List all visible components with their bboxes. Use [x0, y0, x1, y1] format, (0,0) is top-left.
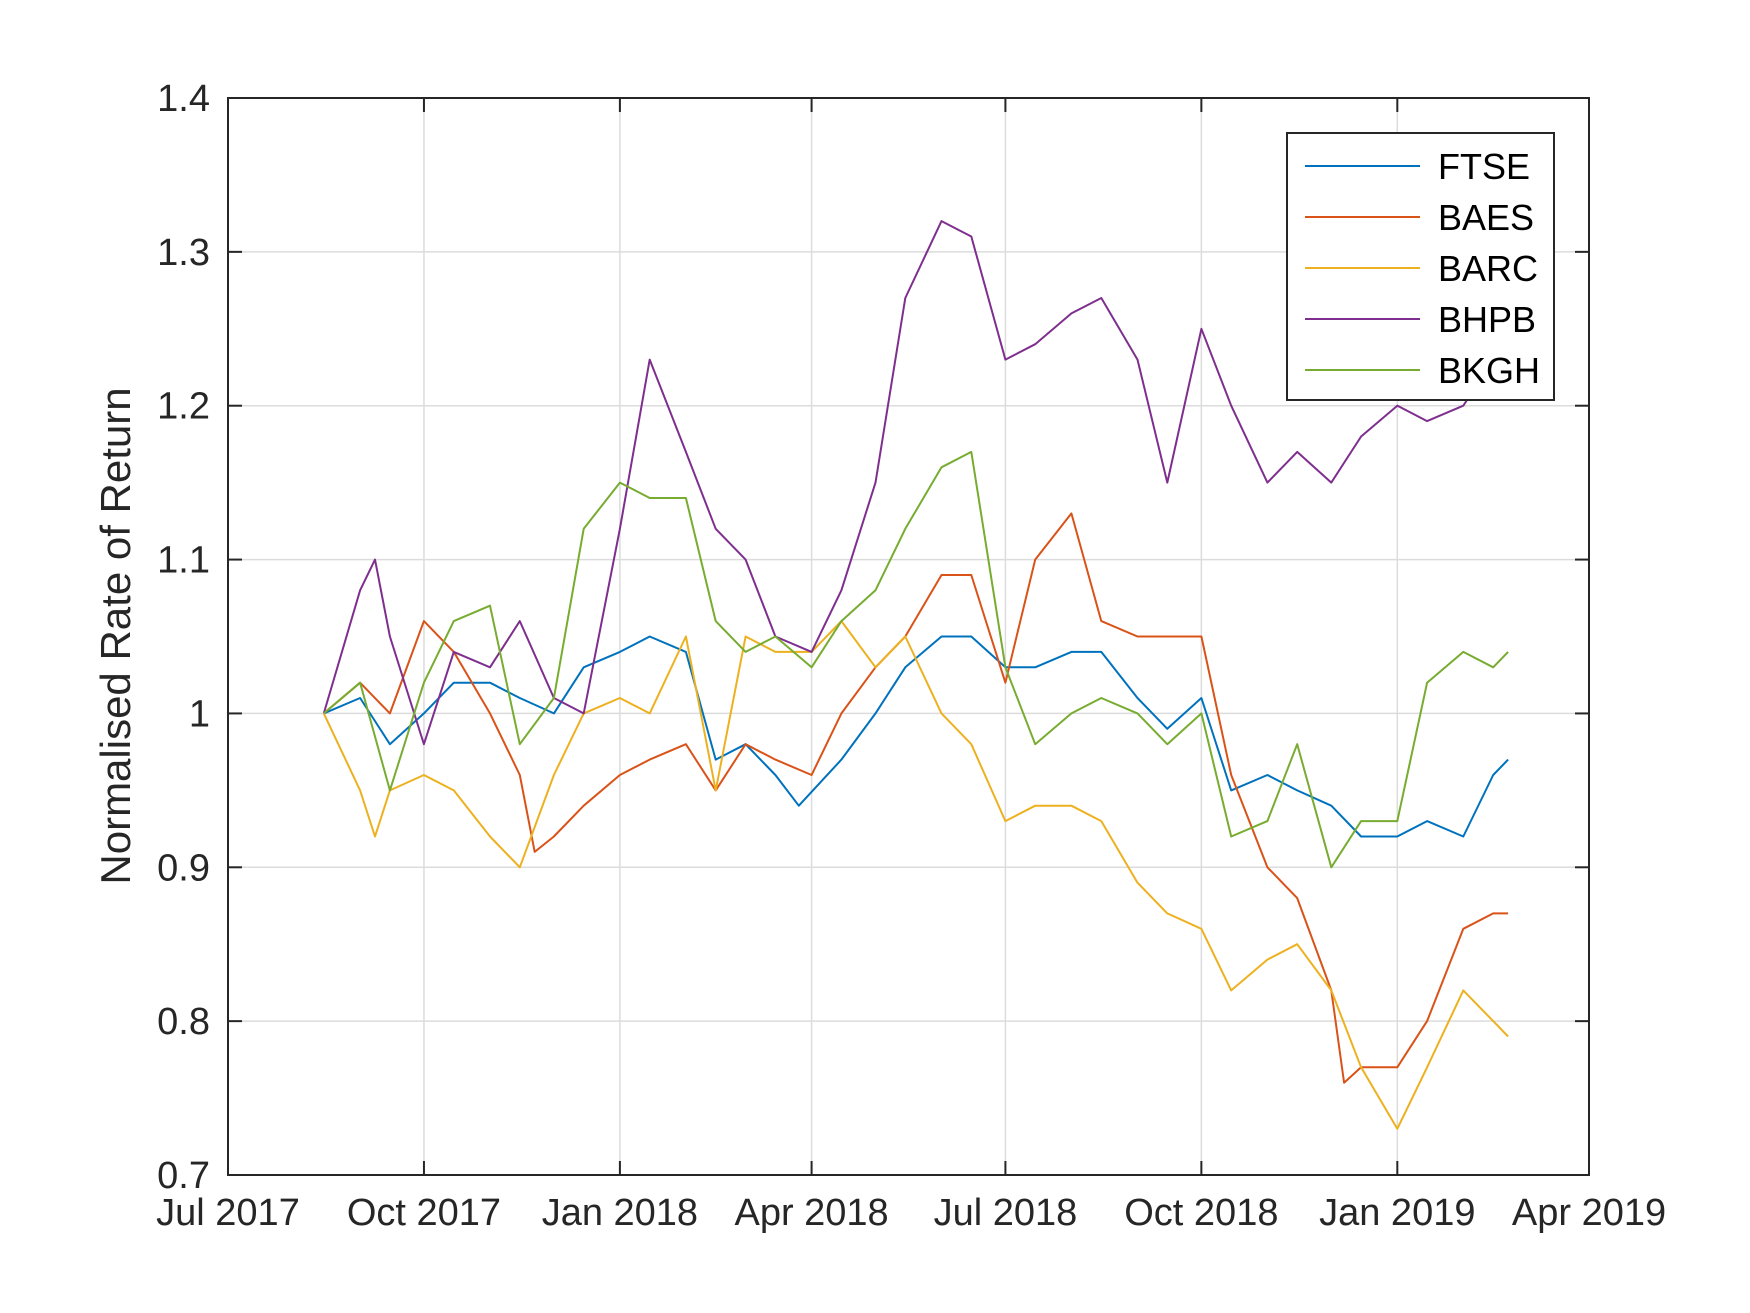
y-tick-label: 1.3 — [157, 232, 210, 274]
data-series — [322, 220, 1509, 1130]
legend: FTSE BAES BARC BHPB BKGH — [1286, 132, 1555, 401]
y-tick-label: 1.4 — [157, 78, 210, 120]
y-tick-label: 0.8 — [157, 1001, 210, 1043]
x-tick-label: Apr 2018 — [734, 1192, 888, 1234]
legend-label-bkgh: BKGH — [1438, 350, 1540, 391]
series-line-bkgh — [323, 450, 1509, 869]
y-tick-label: 1 — [189, 693, 210, 735]
x-tick-label: Jan 2019 — [1319, 1192, 1475, 1234]
plot-border — [227, 97, 1590, 1176]
y-tick-label: 1.2 — [157, 386, 210, 428]
series-line-ftse — [323, 635, 1509, 838]
y-tick-label: 1.1 — [157, 540, 210, 582]
x-tick-label: Apr 2019 — [1512, 1192, 1666, 1234]
y-tick-label: 0.7 — [157, 1155, 210, 1197]
legend-label-bhpb: BHPB — [1438, 299, 1536, 340]
series-line-barc — [322, 620, 1509, 1130]
legend-label-ftse: FTSE — [1438, 146, 1530, 187]
x-tick-label: Jul 2017 — [156, 1192, 300, 1234]
legend-label-baes: BAES — [1438, 197, 1534, 238]
x-tick-label: Jan 2018 — [542, 1192, 698, 1234]
axis-ticks: 0.7 0.8 0.9 1 1.1 1.2 1.3 1.4 Jul 2017 Oct 2017 Ja… — [156, 78, 1666, 1234]
y-axis-title: Normalised Rate of Return — [92, 387, 139, 884]
legend-label-barc: BARC — [1438, 248, 1538, 289]
series-line-baes — [323, 512, 1509, 1084]
x-tick-label: Jul 2018 — [934, 1192, 1078, 1234]
x-tick-label: Oct 2017 — [347, 1192, 501, 1234]
legend-box — [1286, 132, 1555, 401]
x-tick-label: Oct 2018 — [1124, 1192, 1278, 1234]
y-tick-label: 0.9 — [157, 847, 210, 889]
